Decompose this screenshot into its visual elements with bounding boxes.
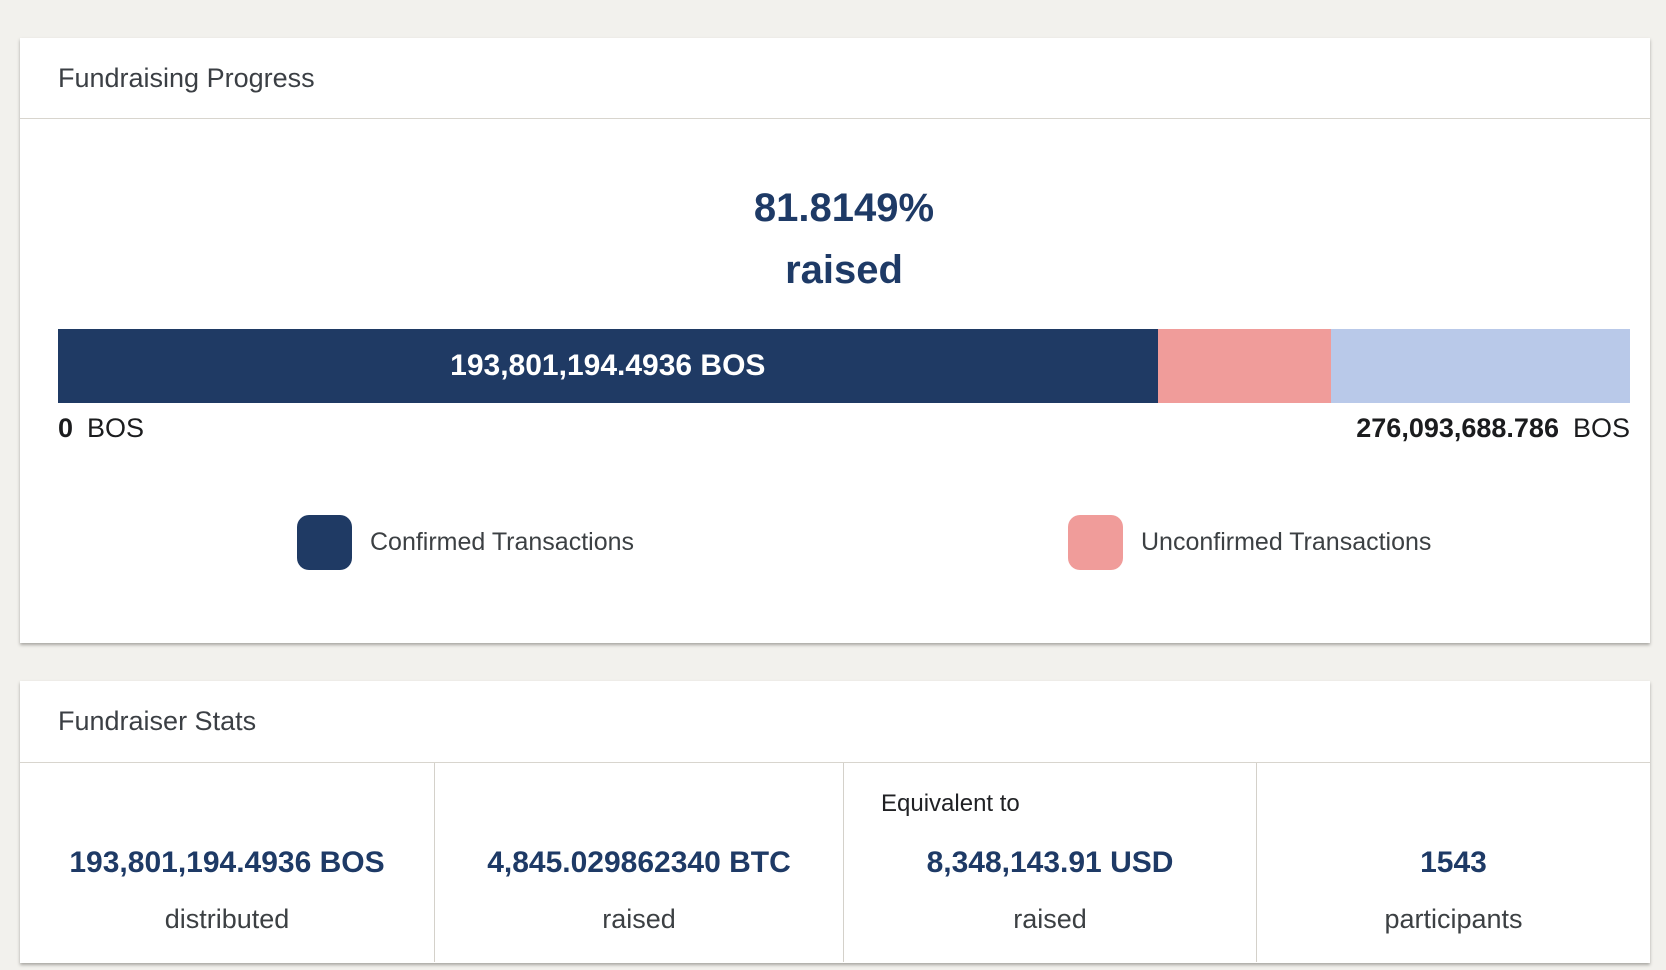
bar-scale-max: 276,093,688.786 BOS xyxy=(1356,411,1630,445)
legend-item-confirmed[interactable]: Confirmed Transactions xyxy=(297,515,634,570)
legend-label-unconfirmed: Unconfirmed Transactions xyxy=(1141,528,1432,556)
stat-cell-btc-raised: 4,845.029862340 BTC raised xyxy=(434,763,843,962)
bar-scale-min: 0 BOS xyxy=(58,411,144,445)
stat-value-participants: 1543 xyxy=(1420,846,1487,879)
legend-item-unconfirmed[interactable]: Unconfirmed Transactions xyxy=(1068,515,1431,570)
bar-scale-min-value: 0 xyxy=(58,413,74,443)
stat-label-distributed: distributed xyxy=(164,904,290,934)
stat-cell-usd-raised: Equivalent to 8,348,143.91 USD raised xyxy=(843,763,1256,962)
bar-scale: 0 BOS 276,093,688.786 BOS xyxy=(58,411,1630,445)
stats-row: 193,801,194.4936 BOS distributed 4,845.0… xyxy=(20,763,1650,962)
fundraising-progress-body: 81.8149% raised 193,801,194.4936 BOS 0 BO… xyxy=(20,119,1650,571)
bar-segment-unconfirmed xyxy=(1157,329,1332,403)
stat-cell-participants: 1543 participants xyxy=(1256,763,1650,962)
bar-scale-max-value: 276,093,688.786 xyxy=(1356,413,1559,443)
stat-label-btc-raised: raised xyxy=(602,904,676,934)
fundraiser-stats-title: Fundraiser Stats xyxy=(20,681,1650,763)
stat-label-usd-raised: raised xyxy=(1013,904,1087,934)
bar-segment-confirmed: 193,801,194.4936 BOS xyxy=(58,329,1158,403)
confirmed-legend-swatch-icon xyxy=(297,515,352,570)
stat-value-distributed: 193,801,194.4936 BOS xyxy=(69,846,385,879)
fundraiser-stats-card: Fundraiser Stats 193,801,194.4936 BOS di… xyxy=(20,681,1650,963)
bar-scale-max-unit: BOS xyxy=(1572,413,1630,443)
stat-value-usd-raised: 8,348,143.91 USD xyxy=(926,846,1174,879)
fundraising-progress-card: Fundraising Progress 81.8149% raised 193… xyxy=(20,38,1650,643)
fundraising-progress-bar: 193,801,194.4936 BOS xyxy=(58,329,1630,403)
bar-scale-min-unit: BOS xyxy=(87,413,145,443)
percent-raised-value: 81.8149% xyxy=(753,186,935,230)
unconfirmed-legend-swatch-icon xyxy=(1068,515,1123,570)
legend-row: Confirmed Transactions Unconfirmed Trans… xyxy=(58,515,1630,571)
bar-confirmed-amount-label: 193,801,194.4936 BOS xyxy=(450,349,766,382)
stat-value-btc-raised: 4,845.029862340 BTC xyxy=(487,846,791,879)
bar-segment-remaining xyxy=(1331,329,1630,403)
fundraising-progress-title: Fundraising Progress xyxy=(20,38,1650,119)
percent-raised-word: raised xyxy=(785,248,903,292)
legend-label-confirmed: Confirmed Transactions xyxy=(370,528,635,556)
stat-cell-distributed: 193,801,194.4936 BOS distributed xyxy=(20,763,434,962)
stat-label-participants: participants xyxy=(1384,904,1523,934)
stat-prefix-equivalent-to: Equivalent to xyxy=(881,790,1020,817)
percent-raised-block: 81.8149% raised xyxy=(58,177,1630,301)
